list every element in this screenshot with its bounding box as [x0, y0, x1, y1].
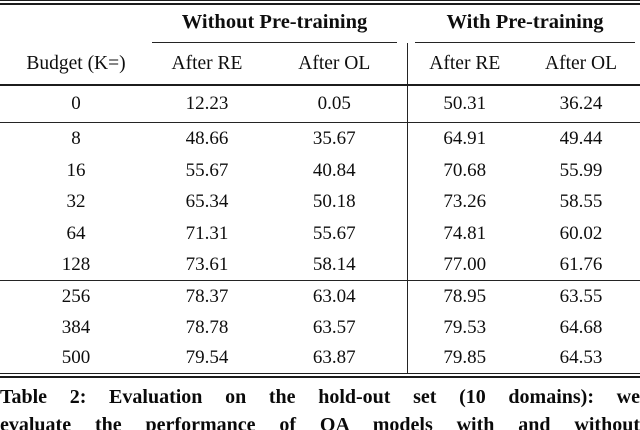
col-header-wo-after-re: After RE	[152, 42, 262, 86]
table-caption-line-1: Table 2: Evaluation on the hold-out set …	[0, 386, 640, 409]
cell-budget: 16	[66, 159, 86, 181]
cell-wo-after-ol: 63.04	[312, 286, 356, 308]
top-rule-thin	[0, 0, 640, 2]
cell-w-after-re: 50.31	[406, 84, 523, 123]
cell-wo-after-re: 71.31	[185, 222, 229, 244]
table-row: 16 55.67 40.84 70.68 55.99	[0, 154, 640, 186]
cell-wo-after-ol: 50.18	[312, 191, 356, 213]
cell-w-after-re: 78.95	[406, 280, 523, 312]
cell-wo-after-re: 79.54	[185, 347, 229, 369]
section-zero-budget: 0 12.23 0.05 50.31 36.24	[0, 84, 640, 123]
table-row: 500 79.54 63.87 79.85 64.53	[0, 342, 640, 373]
cell-budget: 256	[61, 286, 91, 308]
col-header-w-after-ol: After OL	[522, 42, 640, 86]
cell-wo-after-re: 55.67	[185, 159, 229, 181]
table-row: 32 65.34 50.18 73.26 58.55	[0, 185, 640, 218]
cell-wo-after-re: 78.78	[185, 316, 229, 338]
cell-wo-after-ol: 63.57	[312, 316, 356, 338]
group-header-with-pretraining: With Pre-training	[415, 12, 636, 43]
cell-w-after-ol: 63.55	[559, 286, 603, 308]
table-row: 8 48.66 35.67 64.91 49.44	[0, 122, 640, 155]
cell-budget: 64	[66, 222, 86, 244]
cell-budget: 128	[0, 248, 152, 282]
cell-wo-after-ol: 55.67	[312, 222, 356, 244]
cell-wo-after-ol: 0.05	[262, 84, 408, 123]
cell-w-after-re: 77.00	[406, 248, 523, 282]
cell-budget: 500	[61, 347, 91, 369]
cell-wo-after-re: 73.61	[152, 248, 262, 282]
cell-w-after-ol: 60.02	[559, 222, 603, 244]
results-table: Without Pre-training With Pre-training B…	[0, 5, 640, 373]
cell-wo-after-ol: 58.14	[262, 248, 408, 282]
cell-budget: 32	[66, 191, 86, 213]
cell-budget: 8	[71, 128, 81, 150]
cell-budget: 384	[61, 316, 91, 338]
cell-w-after-re: 73.26	[406, 185, 523, 218]
table-row: 384 78.78 63.57 79.53 64.68	[0, 311, 640, 343]
section-large-budgets: 256 78.37 63.04 78.95 63.55 384 78.78 63…	[0, 280, 640, 373]
cell-wo-after-re: 78.37	[185, 286, 229, 308]
col-header-budget: Budget (K=)	[0, 42, 152, 86]
table-row: 0 12.23 0.05 50.31 36.24	[0, 84, 640, 123]
bottom-rule-thin	[0, 372, 640, 375]
cell-w-after-re: 74.81	[406, 217, 523, 249]
cell-w-after-re: 79.53	[406, 311, 523, 343]
table-caption: Table 2: Evaluation on the hold-out set …	[0, 383, 640, 430]
cell-wo-after-ol: 63.87	[312, 347, 356, 369]
cell-w-after-ol: 58.55	[559, 191, 603, 213]
table-row: 256 78.37 63.04 78.95 63.55	[0, 280, 640, 312]
top-rule-thick	[0, 2, 640, 6]
col-header-wo-after-ol: After OL	[262, 42, 408, 86]
cell-wo-after-re: 48.66	[185, 128, 229, 150]
cell-w-after-ol: 64.68	[559, 316, 603, 338]
cell-w-after-re: 79.85	[406, 342, 523, 373]
cell-w-after-ol: 55.99	[559, 159, 603, 181]
cell-wo-after-re: 12.23	[152, 84, 262, 123]
cell-wo-after-ol: 40.84	[312, 159, 356, 181]
cell-w-after-ol: 36.24	[522, 84, 640, 123]
group-header-with-cell: With Pre-training	[407, 5, 640, 43]
cell-wo-after-re: 65.34	[185, 191, 229, 213]
group-header-without-cell: Without Pre-training	[152, 5, 407, 43]
group-header-spacer	[0, 5, 152, 43]
cell-w-after-ol: 64.53	[559, 347, 603, 369]
column-header-row: Budget (K=) After RE After OL After RE A…	[0, 42, 640, 86]
group-header-row: Without Pre-training With Pre-training	[0, 5, 640, 43]
table-row: 64 71.31 55.67 74.81 60.02	[0, 217, 640, 249]
col-header-w-after-re: After RE	[406, 42, 523, 86]
cell-wo-after-ol: 35.67	[312, 128, 356, 150]
group-header-without-pretraining: Without Pre-training	[152, 12, 398, 43]
cell-w-after-re: 70.68	[406, 154, 523, 186]
bottom-rule-thick	[0, 375, 640, 379]
cell-w-after-re: 64.91	[406, 122, 523, 155]
cell-w-after-ol: 61.76	[522, 248, 640, 282]
section-small-budgets: 8 48.66 35.67 64.91 49.44 16 55.67 40.84…	[0, 122, 640, 282]
table-row: 128 73.61 58.14 77.00 61.76	[0, 248, 640, 282]
cell-budget: 0	[0, 84, 152, 123]
cell-w-after-ol: 49.44	[559, 128, 603, 150]
table-caption-line-2: evaluate the performance of QA models wi…	[0, 414, 640, 430]
